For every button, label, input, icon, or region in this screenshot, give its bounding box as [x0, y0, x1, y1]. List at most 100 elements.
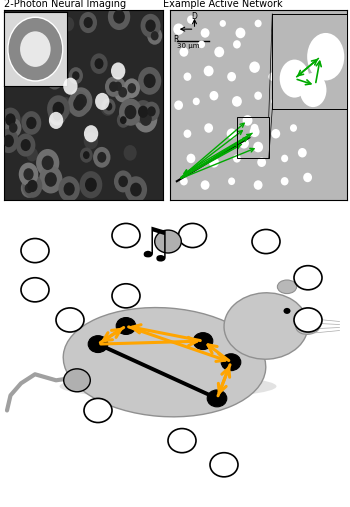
Circle shape [116, 317, 136, 335]
Circle shape [93, 147, 111, 168]
Circle shape [117, 113, 130, 128]
Text: 2-Photon Neural Imaging: 2-Photon Neural Imaging [4, 0, 126, 9]
Circle shape [21, 139, 31, 151]
Circle shape [147, 106, 156, 117]
Circle shape [174, 100, 183, 110]
Circle shape [233, 40, 241, 49]
Circle shape [271, 129, 280, 138]
Circle shape [281, 155, 288, 162]
Circle shape [0, 129, 19, 153]
Circle shape [254, 91, 262, 100]
Circle shape [46, 173, 62, 192]
Circle shape [151, 31, 159, 41]
Circle shape [133, 100, 153, 124]
Circle shape [112, 284, 140, 308]
Circle shape [75, 94, 87, 108]
Circle shape [130, 183, 142, 197]
Text: 30 μm: 30 μm [177, 43, 199, 49]
Circle shape [19, 146, 27, 155]
Circle shape [58, 97, 73, 116]
Circle shape [268, 73, 276, 81]
Circle shape [227, 72, 236, 82]
Circle shape [68, 91, 90, 117]
Circle shape [124, 79, 140, 98]
Circle shape [105, 77, 122, 97]
Circle shape [100, 98, 115, 116]
Bar [237, 117, 269, 158]
Circle shape [193, 333, 213, 349]
Circle shape [84, 125, 98, 142]
Circle shape [233, 154, 241, 163]
Circle shape [251, 124, 259, 132]
Circle shape [84, 399, 112, 422]
Circle shape [180, 47, 188, 57]
Circle shape [63, 78, 78, 95]
Circle shape [0, 107, 21, 132]
Circle shape [95, 93, 110, 110]
Circle shape [124, 145, 137, 161]
Circle shape [286, 19, 294, 27]
Circle shape [219, 20, 226, 27]
Circle shape [239, 138, 249, 149]
Circle shape [9, 123, 18, 133]
Circle shape [210, 91, 218, 100]
Circle shape [72, 71, 79, 80]
Circle shape [214, 47, 224, 57]
Circle shape [10, 45, 22, 60]
Circle shape [204, 123, 213, 133]
Circle shape [290, 124, 297, 132]
Circle shape [114, 82, 122, 91]
Ellipse shape [63, 308, 266, 417]
Circle shape [127, 83, 136, 93]
Ellipse shape [110, 379, 135, 394]
Circle shape [21, 238, 49, 263]
Circle shape [73, 97, 84, 111]
Circle shape [16, 133, 35, 157]
Circle shape [44, 26, 59, 44]
Circle shape [27, 180, 37, 192]
Text: ♫: ♫ [135, 224, 173, 266]
Circle shape [6, 45, 16, 57]
Circle shape [109, 82, 118, 92]
Circle shape [253, 141, 263, 152]
Circle shape [249, 61, 260, 73]
Circle shape [20, 46, 30, 57]
Circle shape [254, 20, 262, 27]
Circle shape [2, 40, 21, 62]
Circle shape [21, 278, 49, 302]
Circle shape [118, 87, 127, 97]
Circle shape [119, 98, 142, 126]
Circle shape [111, 77, 126, 95]
Circle shape [125, 105, 136, 119]
Circle shape [221, 354, 241, 371]
Ellipse shape [296, 317, 320, 335]
Circle shape [105, 102, 112, 111]
Circle shape [62, 17, 74, 31]
Circle shape [284, 308, 290, 314]
Circle shape [64, 183, 75, 196]
Circle shape [271, 28, 280, 38]
Circle shape [45, 172, 57, 187]
Circle shape [294, 266, 322, 290]
Circle shape [113, 10, 125, 24]
Circle shape [26, 117, 36, 129]
Circle shape [173, 23, 184, 35]
Circle shape [250, 126, 260, 137]
Circle shape [36, 149, 59, 177]
Circle shape [84, 17, 93, 28]
Circle shape [138, 67, 161, 95]
Circle shape [111, 62, 125, 80]
Circle shape [47, 95, 70, 122]
Circle shape [228, 177, 235, 185]
Circle shape [80, 148, 93, 163]
Circle shape [79, 12, 97, 33]
Circle shape [207, 390, 227, 407]
Circle shape [69, 87, 92, 115]
Circle shape [193, 97, 200, 105]
Circle shape [90, 53, 108, 74]
Circle shape [21, 179, 37, 198]
Circle shape [187, 15, 195, 24]
Circle shape [138, 105, 148, 118]
Circle shape [252, 230, 280, 254]
Ellipse shape [224, 293, 308, 359]
